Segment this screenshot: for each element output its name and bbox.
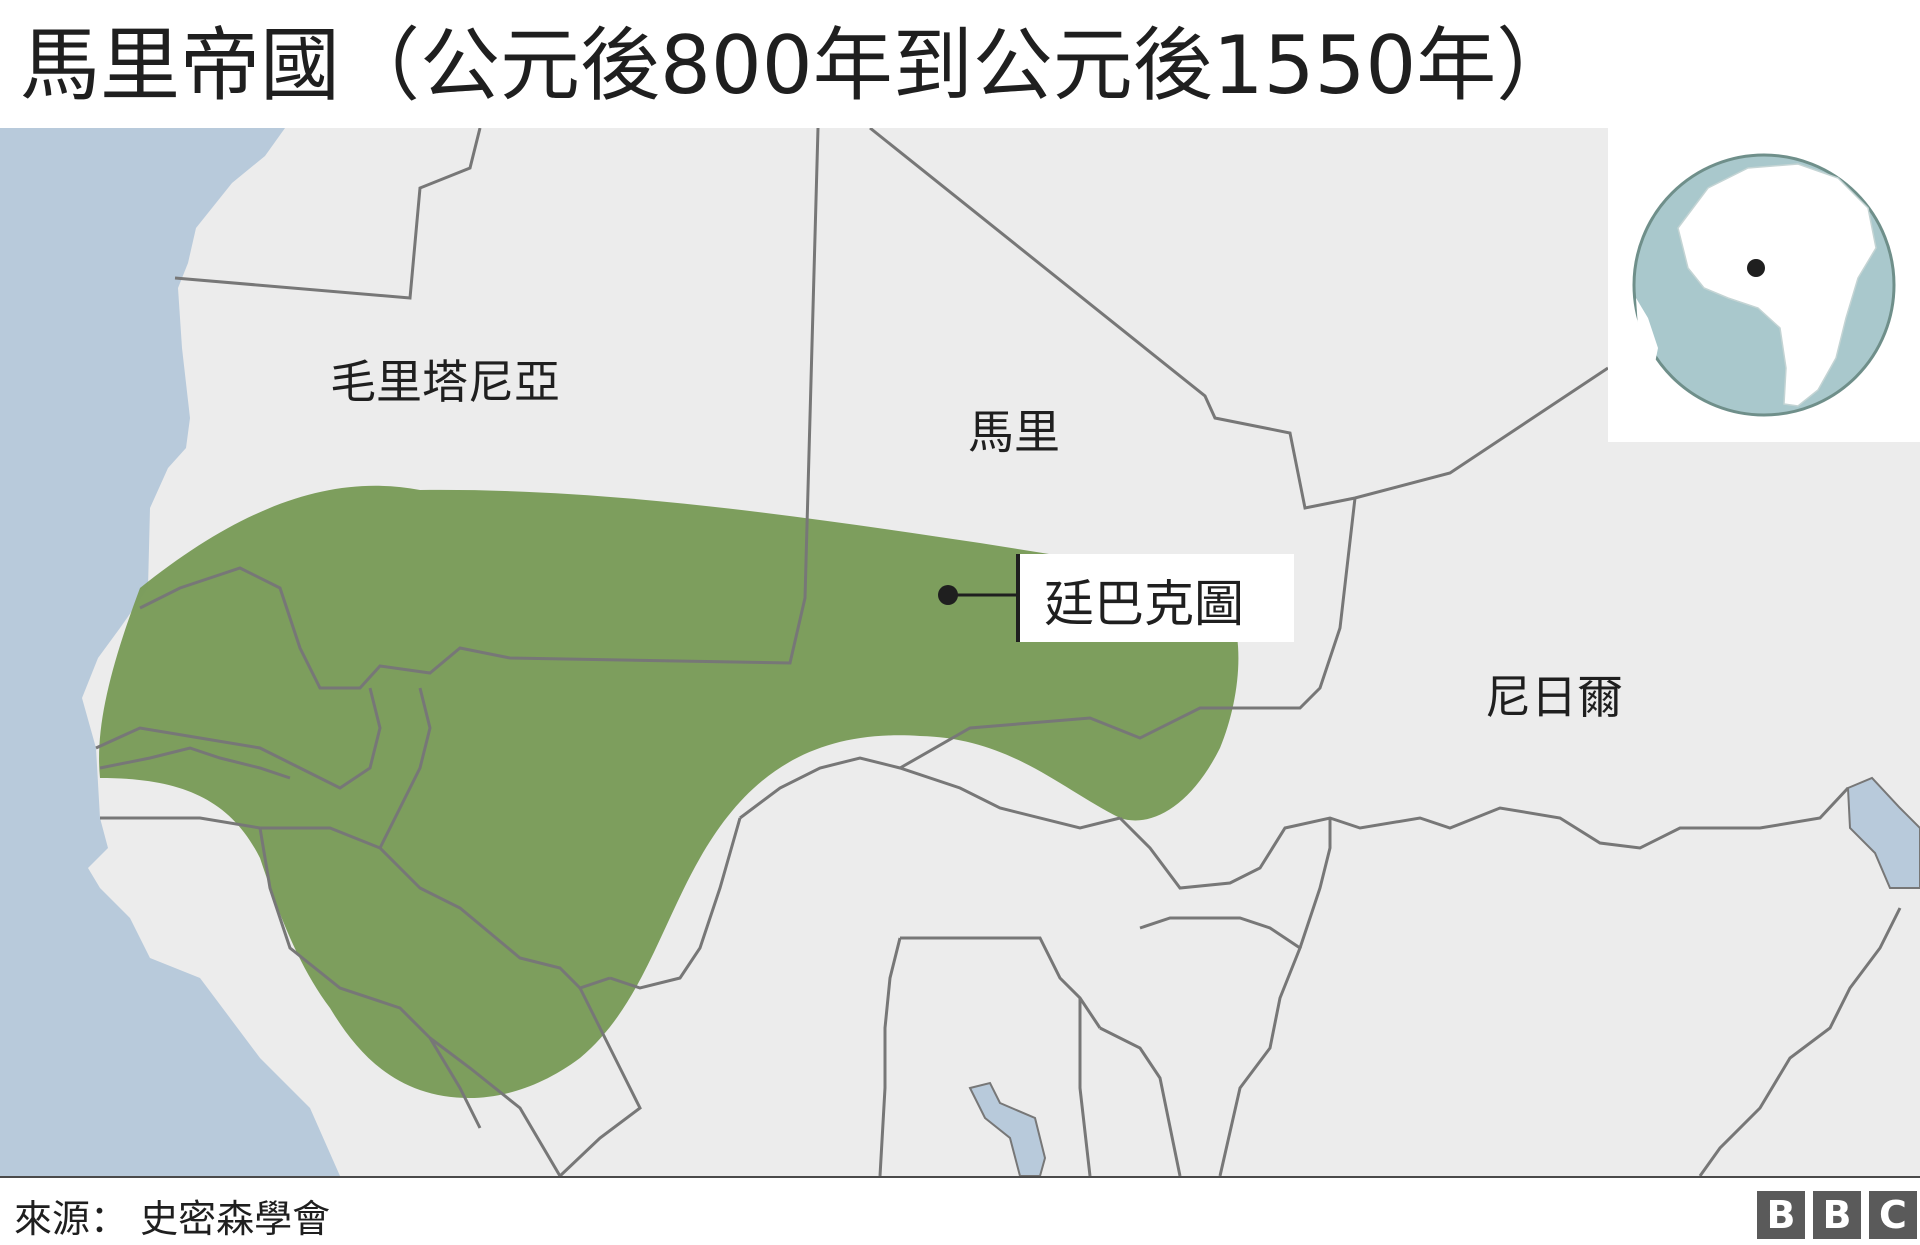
page-title: 馬里帝國（公元後800年到公元後1550年） (20, 19, 1577, 112)
lake-volta (968, 1081, 1047, 1176)
map-canvas: 毛里塔尼亞 馬里 尼日爾 (0, 128, 1920, 1176)
border-niger-south (1118, 786, 1850, 890)
footer: 來源： 史密森學會 B B C (0, 1176, 1920, 1245)
border-nigeria-east (1698, 907, 1902, 1176)
bbc-logo-c: C (1869, 1191, 1917, 1239)
border-togo (1078, 998, 1092, 1176)
label-mauritania: 毛里塔尼亞 (330, 355, 560, 409)
border-mauritania-mali (139, 128, 820, 690)
border-mali-algeria (869, 128, 1609, 510)
map: 毛里塔尼亞 馬里 尼日爾 (0, 128, 1920, 1176)
globe-americas (1636, 298, 1658, 378)
globe-land (1677, 163, 1877, 407)
border-ivory-coast (558, 987, 642, 1176)
border-burkina (739, 756, 1121, 830)
border-gambia (99, 746, 291, 780)
border-guinea-south (258, 827, 482, 1129)
source-credit: 來源： 史密森學會 (14, 1197, 331, 1241)
bbc-logo: B B C (1757, 1191, 1917, 1239)
border-western-sahara (174, 128, 482, 300)
locator-inset (1608, 128, 1920, 442)
globe-icon (1632, 153, 1896, 417)
border-guinea (100, 816, 611, 990)
timbuktu-label: 廷巴克圖 (1044, 575, 1244, 633)
bbc-logo-b1: B (1757, 1191, 1805, 1239)
location-dot-icon (1747, 259, 1765, 277)
atlantic-ocean (0, 128, 340, 1176)
border-ghana-west (878, 937, 902, 1176)
bbc-logo-b2: B (1813, 1191, 1861, 1239)
label-mali: 馬里 (968, 405, 1060, 459)
border-nigeria (1298, 818, 1332, 949)
mali-empire-area (99, 485, 1239, 1098)
border-ghana (900, 936, 1102, 1029)
label-niger: 尼日爾 (1485, 670, 1623, 724)
lake-east (1846, 776, 1920, 889)
border-benin (1099, 1026, 1182, 1176)
border-mali-guinea (378, 687, 432, 849)
title-bar: 馬里帝國（公元後800年到公元後1550年） (0, 0, 1920, 128)
border-senegal (95, 687, 382, 790)
border-mali-niger (899, 497, 1357, 770)
border-burkina-south (609, 817, 742, 990)
timbuktu-callout: 廷巴克圖 (1016, 554, 1294, 642)
border-liberia (429, 1036, 562, 1176)
borders (95, 128, 1902, 1176)
